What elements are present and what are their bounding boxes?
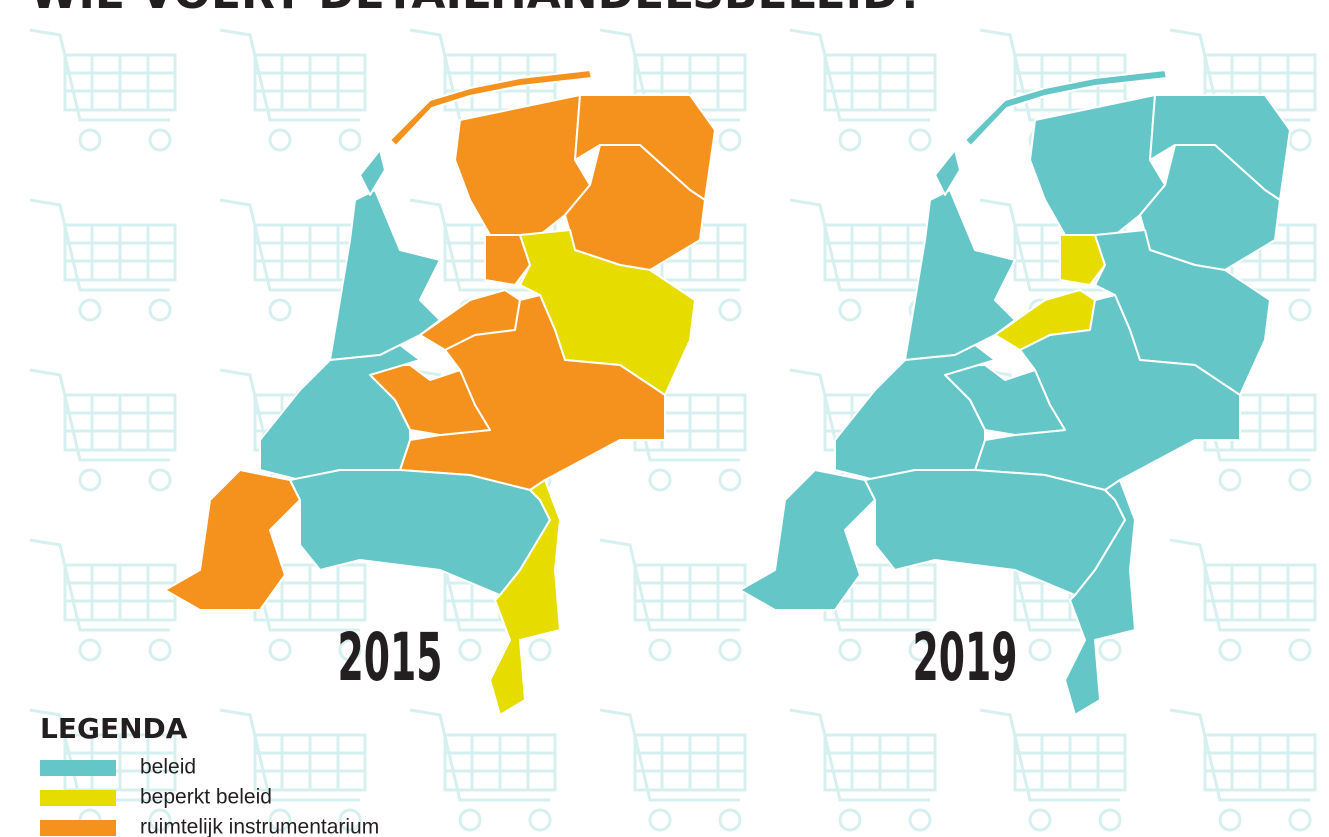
legend-title: LEGENDA	[40, 712, 188, 745]
legend-swatch	[40, 820, 116, 836]
legend-swatch	[40, 760, 116, 776]
year-label: 2015	[338, 619, 443, 696]
legend-label: ruimtelijk instrumentarium	[140, 816, 379, 837]
legend-label: beleid	[140, 756, 196, 779]
legend-swatch	[40, 790, 116, 806]
legend-label: beperkt beleid	[140, 786, 272, 809]
infographic: WIE VOERT DETAILHANDELSBELEID? 20	[0, 0, 1329, 837]
year-label: 2019	[913, 619, 1018, 696]
title: WIE VOERT DETAILHANDELSBELEID?	[30, 0, 924, 19]
